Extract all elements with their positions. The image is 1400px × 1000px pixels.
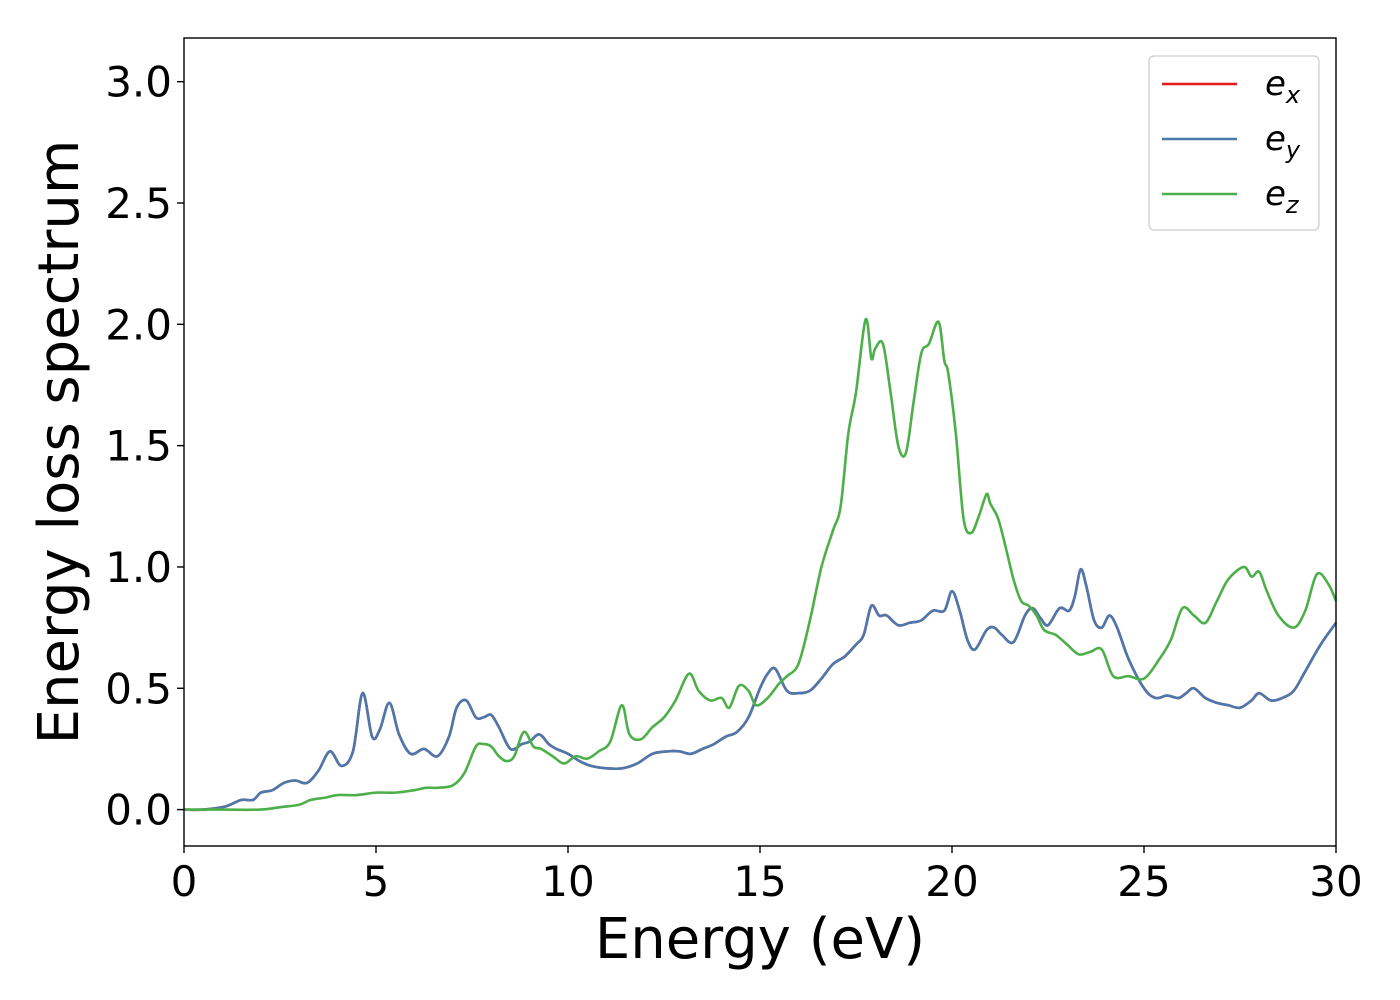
- y-axis-ticks: 0.0 0.5 1.0 1.5 2.0 2.5 3.0: [105, 58, 184, 835]
- legend-box: [1148, 55, 1320, 231]
- series-line-y: [183, 568, 1338, 812]
- series-lines: [183, 318, 1338, 812]
- series-line-z: [183, 318, 1338, 812]
- legend-label-x: ex: [1265, 64, 1301, 109]
- x-axis-ticks: 0 5 10 15 20 25 30: [171, 846, 1363, 906]
- y-tick-label: 0.5: [105, 664, 172, 713]
- y-tick-label: 3.0: [105, 58, 172, 107]
- y-tick-label: 1.0: [105, 543, 172, 592]
- x-tick-label: 0: [171, 857, 198, 906]
- x-tick-label: 25: [1117, 857, 1170, 906]
- x-tick-label: 10: [541, 857, 594, 906]
- x-axis-title: Energy (eV): [595, 907, 925, 972]
- y-tick-label: 0.0: [105, 786, 172, 835]
- x-tick-label: 30: [1309, 857, 1362, 906]
- legend: ex ey ez: [1148, 55, 1320, 231]
- x-tick-label: 15: [733, 857, 786, 906]
- y-tick-label: 1.5: [105, 422, 172, 471]
- y-tick-label: 2.5: [105, 179, 172, 228]
- x-tick-label: 5: [363, 857, 390, 906]
- legend-label-y: ey: [1265, 119, 1301, 164]
- legend-label-z: ez: [1265, 174, 1300, 219]
- x-tick-label: 20: [925, 857, 978, 906]
- y-tick-label: 2.0: [105, 300, 172, 349]
- y-axis-title: Energy loss spectrum: [27, 140, 92, 745]
